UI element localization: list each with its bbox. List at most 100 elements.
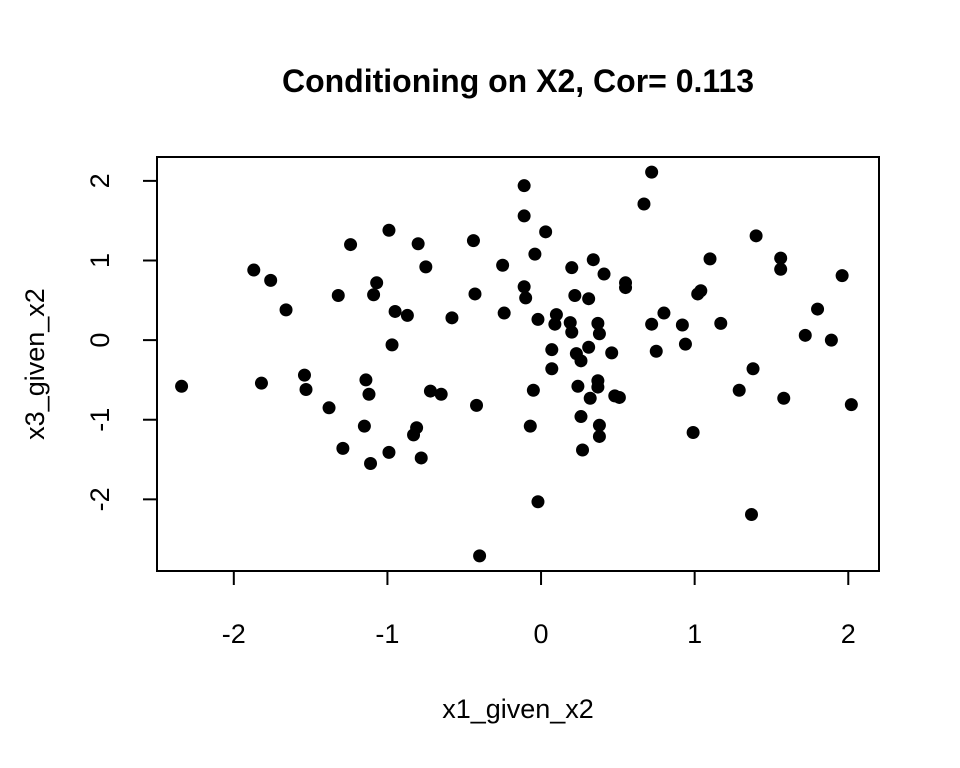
data-point [645, 317, 659, 331]
data-point [175, 379, 189, 393]
data-point [749, 229, 763, 243]
data-point [574, 354, 588, 368]
data-point [254, 376, 268, 390]
data-point [297, 368, 311, 382]
data-point [517, 209, 531, 223]
data-point [400, 308, 414, 322]
data-point [678, 337, 692, 351]
data-point [844, 398, 858, 412]
data-point [539, 225, 553, 239]
data-point [612, 390, 626, 404]
data-point [583, 391, 597, 405]
data-point [322, 401, 336, 415]
data-point [774, 262, 788, 276]
y-tick-label: 2 [85, 173, 115, 188]
data-point [565, 325, 579, 339]
data-point [434, 387, 448, 401]
data-point [548, 317, 562, 331]
data-point [497, 306, 511, 320]
data-point [565, 261, 579, 275]
y-axis-label: x3_given_x2 [20, 288, 50, 440]
data-point [574, 410, 588, 424]
data-point [703, 252, 717, 266]
data-point [582, 340, 596, 354]
data-point [811, 302, 825, 316]
chart-title: Conditioning on X2, Cor= 0.113 [282, 63, 754, 99]
data-point [576, 443, 590, 457]
data-point [299, 382, 313, 396]
data-point [279, 303, 293, 317]
data-point [364, 457, 378, 471]
data-point [605, 346, 619, 360]
y-tick-label: -1 [85, 408, 115, 432]
data-point [423, 384, 437, 398]
data-point [835, 269, 849, 283]
data-point [414, 451, 428, 465]
data-point [531, 495, 545, 509]
data-point [591, 316, 605, 330]
data-point [744, 507, 758, 521]
data-point [528, 247, 542, 261]
data-point [357, 419, 371, 433]
data-point [247, 263, 261, 277]
y-tick-label: 1 [85, 253, 115, 268]
data-point [582, 292, 596, 306]
data-point [336, 441, 350, 455]
data-point [592, 418, 606, 432]
data-point [370, 276, 384, 290]
y-tick-label: -2 [85, 487, 115, 511]
data-point [592, 429, 606, 443]
data-point [362, 387, 376, 401]
data-point [445, 311, 459, 325]
data-point [264, 273, 278, 287]
data-point [344, 238, 358, 252]
data-point [382, 445, 396, 459]
data-point [586, 253, 600, 267]
data-point [470, 398, 484, 412]
data-point [385, 338, 399, 352]
data-point [746, 362, 760, 376]
x-axis: -2 -1 0 1 2 [222, 570, 856, 649]
data-point [686, 425, 700, 439]
data-point [419, 260, 433, 274]
data-point [571, 379, 585, 393]
data-point [473, 549, 487, 563]
data-point [798, 328, 812, 342]
data-points [175, 165, 858, 563]
data-point [410, 421, 424, 435]
data-point [657, 306, 671, 320]
data-point [382, 223, 396, 237]
y-tick-label: 0 [85, 333, 115, 348]
x-tick-label: -2 [222, 619, 246, 649]
plot-frame [156, 156, 880, 572]
data-point [549, 308, 563, 322]
data-point [824, 333, 838, 347]
data-point [517, 179, 531, 193]
x-tick-label: 2 [841, 619, 856, 649]
data-point [517, 280, 531, 294]
y-axis: -2 -1 0 1 2 [85, 173, 158, 511]
data-point [732, 383, 746, 397]
data-point [466, 234, 480, 248]
data-point [526, 383, 540, 397]
data-point [645, 165, 659, 179]
data-point [637, 197, 651, 211]
data-point [591, 380, 605, 394]
data-point [592, 327, 606, 341]
x-tick-label: -1 [375, 619, 399, 649]
data-point [519, 291, 533, 305]
data-point [531, 312, 545, 326]
data-point [649, 344, 663, 358]
data-point [777, 391, 791, 405]
data-point [496, 258, 510, 272]
data-point [568, 289, 582, 303]
x-tick-label: 0 [534, 619, 549, 649]
data-point [563, 316, 577, 330]
data-point [597, 267, 611, 281]
data-point [367, 288, 381, 302]
data-point [545, 343, 559, 357]
data-point [523, 419, 537, 433]
data-point [411, 237, 425, 251]
data-point [774, 251, 788, 265]
